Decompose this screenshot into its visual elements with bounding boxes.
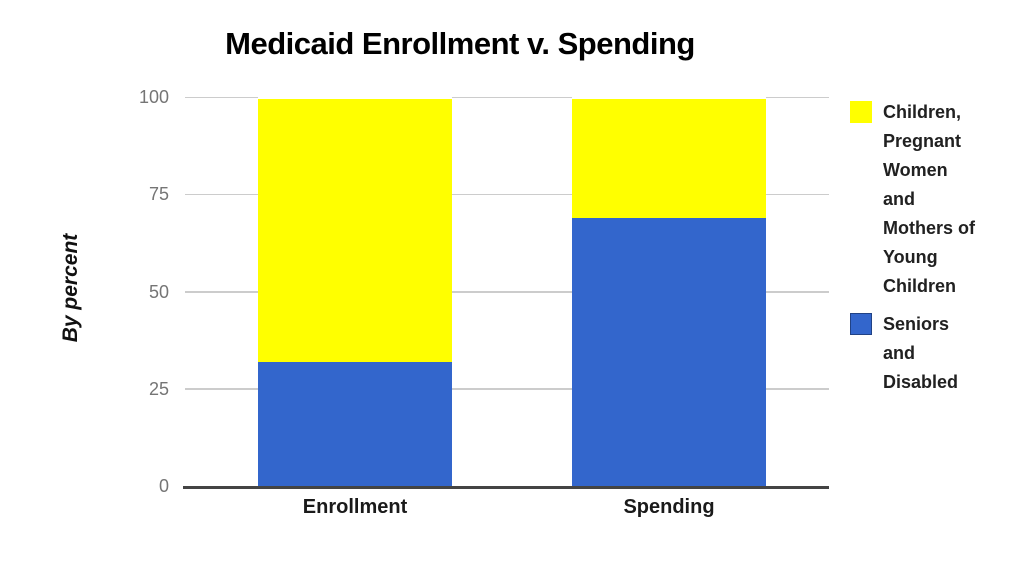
legend-marker <box>850 101 872 123</box>
y-tick-label: 25 <box>148 378 169 399</box>
legend-label: Seniors and Disabled <box>883 314 959 392</box>
legend-label: Children, Pregnant Women and Mothers of Young… <box>883 102 975 296</box>
x-axis-line <box>183 486 829 489</box>
gridline <box>185 96 829 98</box>
legend-item: Seniors and Disabled <box>850 310 1015 397</box>
bar-enrollment <box>258 97 452 486</box>
x-axis-labels: Enrollment Spending <box>185 496 829 526</box>
gridline <box>185 388 829 390</box>
gridline <box>185 291 829 293</box>
bar-segment <box>258 97 452 362</box>
y-tick-label: 75 <box>148 184 169 205</box>
legend-marker <box>850 313 872 335</box>
bar-segment <box>258 361 452 486</box>
bar-segment <box>572 97 766 218</box>
bar-spending <box>572 97 766 486</box>
plot-area <box>183 96 829 489</box>
x-axis-label-spending: Spending <box>623 496 715 518</box>
y-tick-label: 50 <box>148 281 169 302</box>
y-tick-labels: 0 25 50 75 100 <box>90 87 177 496</box>
legend-item: Children, Pregnant Women and Mothers of Young… <box>850 98 1015 301</box>
legend: Children, Pregnant Women and Mothers of Young… <box>850 98 1015 406</box>
x-axis-label-enrollment: Enrollment <box>302 496 408 518</box>
y-axis-label: By percent <box>59 233 82 343</box>
y-tick-label: 100 <box>138 87 169 107</box>
bar-segment <box>572 217 766 486</box>
gridline <box>185 193 829 196</box>
chart-title: Medicaid Enrollment v. Spending <box>225 26 695 61</box>
y-tick-label: 0 <box>158 476 169 496</box>
